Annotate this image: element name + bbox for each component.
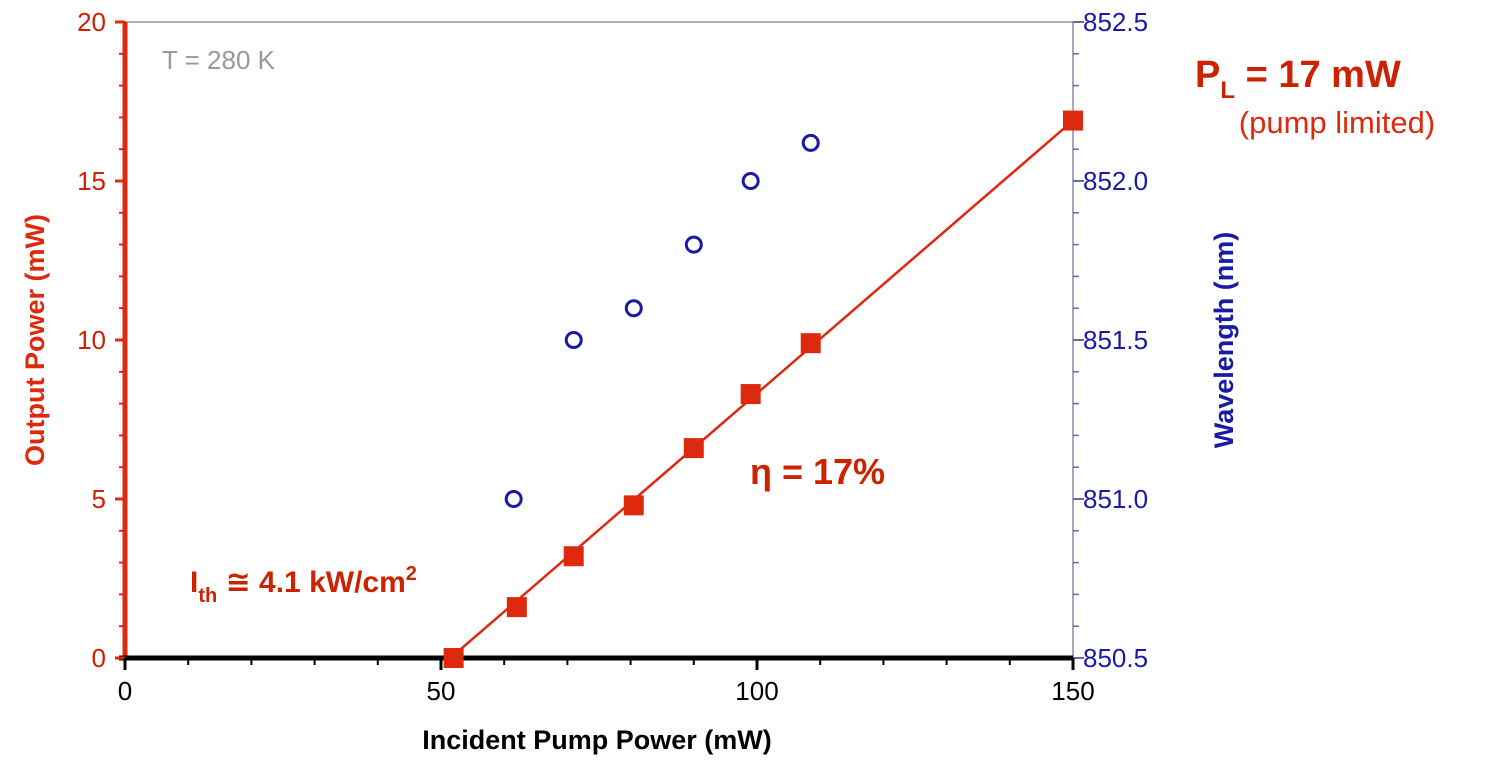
output-power-point: [443, 648, 464, 668]
x-tick-label: 150: [1051, 676, 1094, 706]
y-right-tick-label: 850.5: [1083, 643, 1148, 673]
output-power-point: [683, 438, 704, 459]
y-right-tick-label: 852.5: [1083, 7, 1148, 37]
wavelength-point: [564, 331, 583, 349]
tick-marks: [115, 20, 1084, 670]
y-left-tick-label: 15: [77, 166, 106, 196]
threshold-label: Ith ≅ 4.1 kW/cm2: [190, 563, 417, 607]
x-tick-label: 100: [735, 676, 778, 706]
power-main: P: [1195, 54, 1220, 96]
y-left-tick-label: 0: [92, 643, 106, 673]
wavelength-point: [801, 133, 820, 152]
wavelength-point: [504, 490, 523, 508]
y-left-tick-label: 10: [77, 325, 106, 355]
output-power-point: [563, 546, 584, 567]
threshold-sub: th: [198, 585, 217, 607]
output-power-point: [1063, 110, 1083, 131]
y-left-tick-label: 20: [77, 7, 106, 37]
y-right-tick-label: 852.0: [1083, 166, 1148, 196]
temperature-label: T = 280 K: [162, 45, 276, 75]
efficiency-label: η = 17%: [750, 451, 885, 492]
data-points: [443, 110, 1083, 668]
linear-fit-line: [449, 119, 1074, 659]
y-right-tick-label: 851.0: [1083, 484, 1148, 514]
power-sub: L: [1220, 77, 1235, 104]
power-rest: = 17 mW: [1235, 54, 1401, 96]
output-power-point: [623, 495, 644, 516]
pump-limited-label: (pump limited): [1239, 105, 1435, 140]
wavelength-point: [741, 172, 760, 190]
y-axis-left-title: Output Power (mW): [20, 214, 50, 466]
threshold-rest: ≅ 4.1 kW/cm: [217, 566, 406, 599]
output-power-point: [506, 597, 527, 618]
y-right-tick-label: 851.5: [1083, 325, 1148, 355]
y-left-tick-label: 5: [92, 484, 106, 514]
threshold-main: I: [190, 566, 198, 599]
wavelength-point: [624, 299, 643, 318]
x-axis-title: Incident Pump Power (mW): [422, 725, 772, 755]
output-power-label: PL = 17 mW: [1195, 54, 1401, 104]
x-tick-label: 50: [427, 676, 456, 706]
y-axis-right-title: Wavelength (nm): [1209, 232, 1239, 449]
output-power-point: [740, 384, 761, 405]
wavelength-point: [684, 235, 703, 254]
threshold-sup: 2: [406, 563, 417, 585]
x-tick-label: 0: [118, 676, 132, 706]
plot-frame: [119, 21, 1074, 661]
output-power-point: [800, 333, 821, 354]
tick-labels: 0 5 10 15 20 850.5 851.0 851.5 852.0 852.5 0 50 100 1…: [77, 7, 1148, 706]
